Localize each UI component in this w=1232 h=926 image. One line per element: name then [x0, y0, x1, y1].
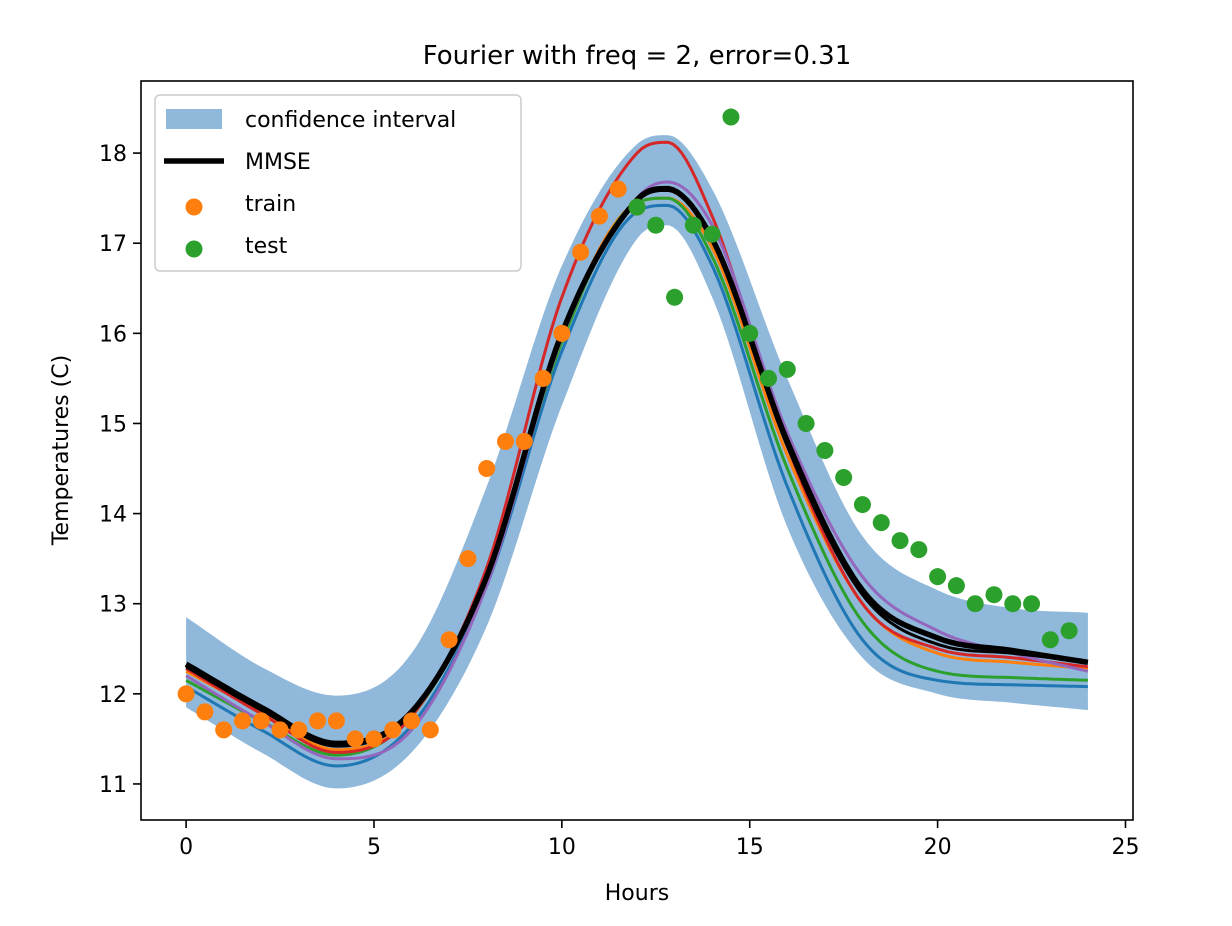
train-point	[177, 685, 195, 703]
train-point	[421, 721, 439, 739]
y-tick-label: 16	[99, 322, 127, 347]
x-tick-label: 25	[1111, 835, 1139, 860]
train-point	[515, 432, 533, 450]
x-axis-title: Hours	[605, 881, 669, 906]
train-point	[590, 207, 608, 225]
train-point	[478, 460, 496, 478]
train-point	[252, 712, 270, 730]
train-point	[384, 721, 402, 739]
train-point	[233, 712, 251, 730]
x-tick-label: 10	[548, 835, 576, 860]
train-point	[309, 712, 327, 730]
y-tick-label: 13	[99, 593, 127, 618]
train-point	[196, 703, 214, 721]
y-tick-label: 17	[99, 232, 127, 257]
y-axis-title: Temperatures (C)	[49, 355, 74, 546]
y-tick-label: 18	[99, 142, 127, 167]
test-point	[947, 577, 965, 595]
test-point	[797, 414, 815, 432]
test-point	[910, 541, 928, 559]
legend-label: confidence interval	[245, 108, 456, 133]
test-point	[628, 198, 646, 216]
test-point	[966, 595, 984, 613]
legend-label: train	[245, 192, 296, 217]
test-point	[722, 108, 740, 126]
legend-label: MMSE	[245, 150, 311, 175]
train-point	[440, 631, 458, 649]
test-point	[647, 216, 665, 234]
train-point	[346, 730, 364, 748]
train-point	[496, 432, 514, 450]
legend-swatch-confidence	[166, 109, 222, 129]
legend-swatch-train	[185, 198, 203, 216]
test-point	[985, 586, 1003, 604]
test-point	[872, 514, 890, 532]
train-point	[290, 721, 308, 739]
test-point	[741, 324, 759, 342]
test-point	[835, 469, 853, 487]
train-point	[553, 324, 571, 342]
test-point	[1004, 595, 1022, 613]
train-point	[403, 712, 421, 730]
test-point	[703, 225, 721, 243]
y-tick-label: 12	[99, 683, 127, 708]
x-tick-label: 5	[367, 835, 381, 860]
train-point	[459, 550, 477, 568]
y-tick-label: 15	[99, 412, 127, 437]
y-tick-label: 11	[99, 773, 127, 798]
test-point	[816, 442, 834, 459]
train-point	[609, 180, 627, 198]
legend-box	[154, 94, 522, 272]
train-point	[327, 712, 345, 730]
legend-label: test	[245, 234, 288, 259]
y-axis: 11 12 13 14 15 16 17 18	[99, 142, 141, 798]
x-tick-label: 15	[736, 835, 764, 860]
test-point	[684, 216, 702, 234]
test-point	[666, 288, 684, 306]
test-point	[1041, 631, 1059, 649]
train-point	[572, 243, 590, 261]
x-tick-label: 20	[924, 835, 952, 860]
test-point	[891, 532, 909, 550]
x-axis: 0 5 10 15 20 25	[179, 820, 1139, 860]
legend: confidence interval MMSE train test	[154, 94, 522, 272]
plot-area	[177, 108, 1089, 789]
test-point	[1023, 595, 1041, 613]
y-tick-label: 14	[99, 503, 127, 528]
train-point	[365, 730, 383, 748]
test-point	[1060, 622, 1078, 640]
test-point	[760, 369, 778, 387]
sample-curve-4	[185, 140, 1089, 754]
confidence-band	[186, 135, 1088, 789]
test-point	[853, 496, 871, 514]
train-point	[215, 721, 233, 739]
x-tick-label: 0	[179, 835, 193, 860]
train-point	[271, 721, 289, 739]
plot-frame	[140, 80, 1134, 821]
test-point	[778, 360, 796, 378]
train-point	[534, 369, 552, 387]
test-point	[929, 568, 947, 586]
chart-title: Fourier with freq = 2, error=0.31	[423, 41, 851, 71]
legend-swatch-test	[185, 240, 203, 258]
